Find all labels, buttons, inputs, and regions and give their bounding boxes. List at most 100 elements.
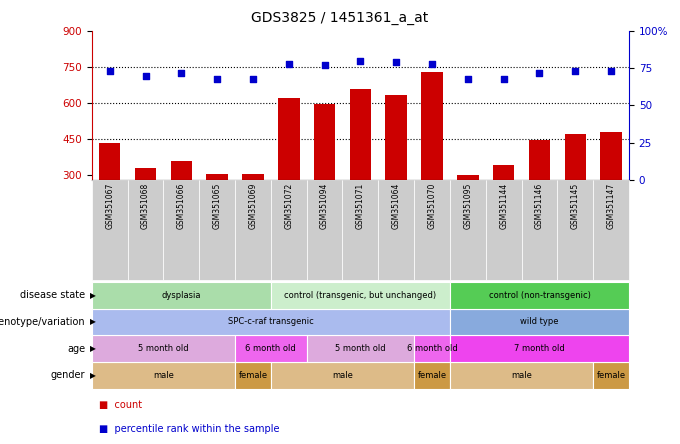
Text: 6 month old: 6 month old [407, 344, 458, 353]
Bar [271, 180, 307, 280]
Bar [199, 180, 235, 280]
Point [176, 69, 187, 76]
Text: ■  percentile rank within the sample: ■ percentile rank within the sample [99, 424, 279, 434]
Bar [135, 168, 156, 247]
Text: GSM351071: GSM351071 [356, 183, 365, 229]
Bar [450, 362, 593, 388]
Point [211, 75, 222, 82]
Point [606, 67, 617, 75]
Text: GSM351070: GSM351070 [428, 183, 437, 229]
Text: GSM351065: GSM351065 [213, 183, 222, 229]
Text: 5 month old: 5 month old [138, 344, 189, 353]
Text: control (non-transgenic): control (non-transgenic) [488, 291, 590, 300]
Text: 6 month old: 6 month old [245, 344, 296, 353]
Bar [92, 180, 128, 280]
Bar [278, 98, 299, 247]
Text: disease state: disease state [20, 290, 85, 300]
Point [104, 67, 115, 75]
Text: GSM351069: GSM351069 [248, 183, 258, 229]
Bar [163, 180, 199, 280]
Bar [450, 309, 629, 335]
Text: GSM351067: GSM351067 [105, 183, 114, 229]
Point [284, 60, 294, 67]
Text: 7 month old: 7 month old [514, 344, 565, 353]
Text: genotype/variation: genotype/variation [0, 317, 85, 327]
Text: GSM351144: GSM351144 [499, 183, 508, 229]
Text: ▶: ▶ [90, 291, 97, 300]
Text: male: male [511, 371, 532, 380]
Point [534, 69, 545, 76]
Bar [235, 362, 271, 388]
Bar [486, 180, 522, 280]
Text: wild type: wild type [520, 317, 559, 326]
Bar [99, 143, 120, 247]
Text: GSM351145: GSM351145 [571, 183, 580, 229]
Point [498, 75, 509, 82]
Bar [307, 335, 414, 362]
Point [570, 67, 581, 75]
Text: female: female [596, 371, 626, 380]
Bar [235, 335, 307, 362]
Text: control (transgenic, but unchanged): control (transgenic, but unchanged) [284, 291, 437, 300]
Point [355, 57, 366, 64]
Bar [600, 132, 622, 247]
Bar [558, 180, 593, 280]
Text: GSM351094: GSM351094 [320, 183, 329, 229]
Text: ▶: ▶ [90, 371, 97, 380]
Point [391, 59, 402, 66]
Point [426, 60, 437, 67]
Bar [350, 89, 371, 247]
Text: GSM351066: GSM351066 [177, 183, 186, 229]
Bar [235, 180, 271, 280]
Bar [207, 174, 228, 247]
Bar [593, 180, 629, 280]
Text: GSM351072: GSM351072 [284, 183, 293, 229]
Bar [242, 174, 264, 247]
Text: gender: gender [50, 370, 85, 380]
Bar [128, 180, 163, 280]
Bar [171, 161, 192, 247]
Text: 5 month old: 5 month old [335, 344, 386, 353]
Bar [92, 282, 271, 309]
Bar [92, 309, 450, 335]
Text: male: male [153, 371, 174, 380]
Text: age: age [67, 344, 85, 353]
Bar [529, 140, 550, 247]
Text: SPC-c-raf transgenic: SPC-c-raf transgenic [228, 317, 313, 326]
Text: GSM351146: GSM351146 [535, 183, 544, 229]
Bar [414, 180, 450, 280]
Text: GSM351064: GSM351064 [392, 183, 401, 229]
Bar [414, 362, 450, 388]
Text: ▶: ▶ [90, 317, 97, 326]
Bar [92, 362, 235, 388]
Bar [378, 180, 414, 280]
Bar [92, 335, 235, 362]
Bar [422, 72, 443, 247]
Text: ▶: ▶ [90, 344, 97, 353]
Text: ■  count: ■ count [99, 400, 141, 410]
Point [319, 62, 330, 69]
Bar [457, 175, 479, 247]
Bar [522, 180, 558, 280]
Bar [450, 180, 486, 280]
Text: female: female [418, 371, 447, 380]
Bar [493, 166, 514, 247]
Text: GSM351147: GSM351147 [607, 183, 615, 229]
Bar [593, 362, 629, 388]
Bar [564, 134, 586, 247]
Text: GSM351068: GSM351068 [141, 183, 150, 229]
Bar [307, 180, 343, 280]
Bar [271, 282, 450, 309]
Point [248, 75, 258, 82]
Bar [386, 95, 407, 247]
Text: dysplasia: dysplasia [162, 291, 201, 300]
Point [462, 75, 473, 82]
Text: GSM351095: GSM351095 [463, 183, 473, 229]
Text: female: female [239, 371, 267, 380]
Bar [343, 180, 378, 280]
Point [140, 72, 151, 79]
Bar [450, 282, 629, 309]
Bar [414, 335, 450, 362]
Text: GDS3825 / 1451361_a_at: GDS3825 / 1451361_a_at [252, 11, 428, 25]
Bar [314, 104, 335, 247]
